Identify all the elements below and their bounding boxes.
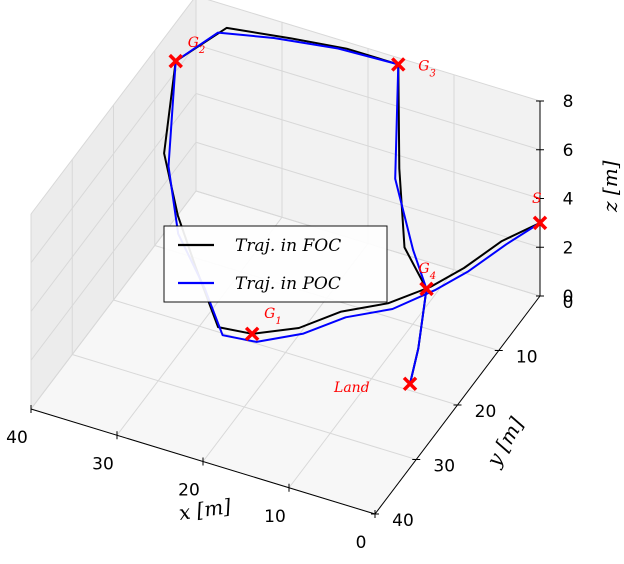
grid-line-back-z (195, 141, 541, 248)
legend-frame (163, 225, 388, 303)
y-tick-label: 40 (392, 511, 414, 531)
legend: Traj. in FOC Traj. in POC (163, 225, 388, 303)
z-tick-label: 6 (563, 141, 574, 161)
waypoint-label: S (532, 191, 542, 207)
z-tick-label: 8 (563, 92, 574, 112)
waypoint-marker (168, 53, 183, 69)
trajectory-series (163, 26, 541, 385)
grid-line-floor-y (113, 299, 458, 406)
waypoint-marker (402, 376, 418, 392)
x-tick-label: 30 (92, 454, 114, 474)
y-tick-label: 10 (516, 348, 538, 368)
y-tick-label: 0 (563, 293, 574, 313)
legend-label-foc: Traj. in FOC (235, 236, 341, 256)
waypoint-marker (391, 57, 406, 72)
grid-line-side-z (30, 141, 197, 361)
z-tick-label: 4 (563, 190, 574, 210)
waypoint-marker (532, 215, 548, 231)
grid-line-back-z (207, 0, 541, 102)
z-tick-label: 0 (563, 287, 574, 307)
z-axis-label: z [m] (598, 160, 622, 213)
grid-line-side-z (30, 44, 197, 264)
grid-line-back-z (195, 44, 541, 151)
grid-line-floor-y (72, 354, 417, 460)
x-tick-label: 10 (264, 507, 286, 527)
trajectory-line (167, 31, 541, 385)
x-tick-label: 0 (356, 533, 367, 553)
x-tick-label: 20 (178, 481, 200, 501)
waypoint-marker (419, 281, 434, 297)
waypoint-label: Land (333, 380, 370, 396)
y-tick-label: 20 (475, 402, 497, 422)
x-tick-label: 40 (6, 428, 28, 448)
z-tick-label: 2 (563, 238, 574, 258)
grid-line-side-z (30, 0, 194, 215)
legend-label-poc: Traj. in POC (235, 274, 341, 294)
trajectory-line (163, 26, 541, 385)
grid-line-back-z (195, 93, 541, 199)
grid-line-side-z (30, 93, 197, 312)
tick-labels: 0 10 20 30 40 0 10 20 30 40 0 2 4 6 8 (6, 92, 573, 553)
waypoint-marker (244, 326, 260, 342)
y-tick-label: 30 (433, 457, 455, 477)
